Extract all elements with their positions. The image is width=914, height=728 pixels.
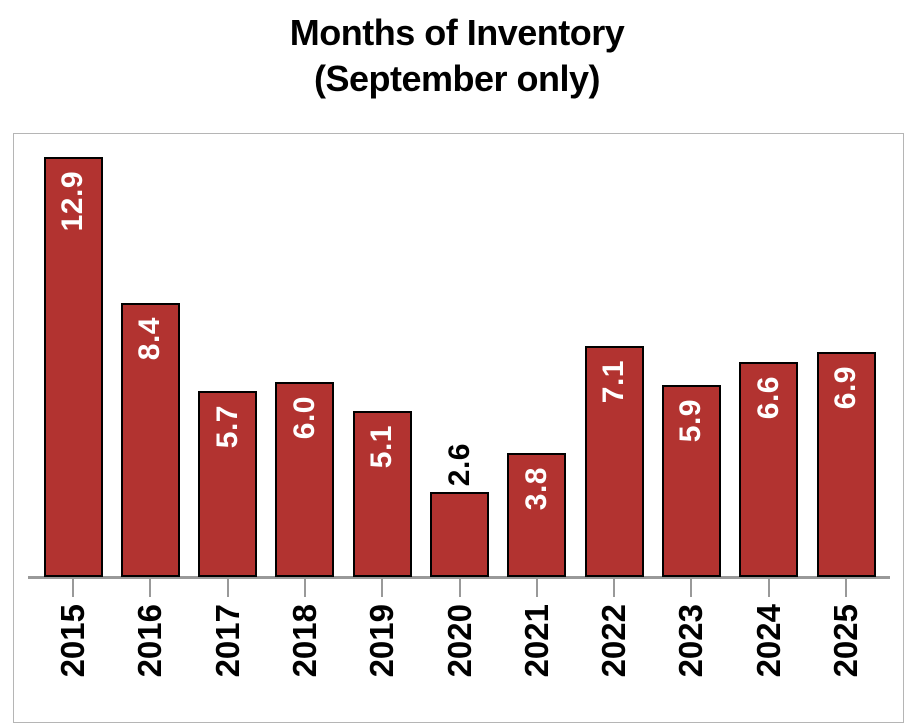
- bar-2019: 5.1: [352, 411, 412, 577]
- x-axis-label-2021: 2021: [517, 604, 555, 678]
- x-axis-label-2024: 2024: [749, 604, 787, 678]
- x-axis-label-2020: 2020: [440, 604, 478, 678]
- bar-value-label-2015: 12.9: [56, 171, 89, 232]
- bar-2018: 6.0: [275, 382, 335, 577]
- bar-value-label-2020: 2.6: [442, 442, 476, 486]
- bar-2016: 8.4: [120, 303, 180, 577]
- bar-2025: 6.9: [816, 352, 876, 577]
- x-axis-label-2015: 2015: [54, 604, 91, 678]
- bar-2022: 7.1: [584, 346, 644, 577]
- bar-2023: 5.9: [661, 385, 721, 577]
- x-tick-2025: [845, 577, 847, 597]
- x-axis-label-2023: 2023: [672, 604, 710, 678]
- plot-area: 12.9 2015 8.4 2016 5.7 2017 6.0 2018 5.1 2019 2.6 2…: [13, 133, 904, 723]
- x-tick-2021: [535, 577, 538, 597]
- bar-value-label-2025: 6.9: [829, 366, 862, 410]
- x-tick-2018: [303, 577, 306, 597]
- x-axis-label-2018: 2018: [285, 604, 323, 678]
- chart-title-line1: Months of Inventory: [289, 12, 625, 53]
- x-axis-label-2022: 2022: [595, 604, 633, 678]
- bar-value-label-2023: 5.9: [674, 399, 708, 443]
- bar-value-label-2024: 6.6: [751, 376, 785, 420]
- x-tick-2016: [149, 577, 152, 597]
- bar-2015: 12.9: [43, 157, 103, 577]
- bar-2020: [430, 492, 489, 577]
- x-tick-2019: [381, 577, 384, 597]
- bar-value-label-2021: 3.8: [519, 467, 553, 511]
- x-tick-2022: [613, 577, 616, 597]
- x-tick-2020: [458, 577, 461, 597]
- bar-value-label-2022: 7.1: [597, 360, 631, 404]
- bar-value-label-2018: 6.0: [287, 396, 321, 440]
- x-axis-label-2016: 2016: [131, 604, 169, 678]
- bar-value-label-2019: 5.1: [365, 425, 399, 469]
- x-axis-label-2017: 2017: [208, 604, 246, 678]
- x-axis-label-2019: 2019: [363, 604, 401, 678]
- bar-value-label-2017: 5.7: [210, 405, 244, 449]
- x-tick-2017: [226, 577, 229, 597]
- bar-2024: 6.6: [739, 362, 799, 577]
- bar-2017: 5.7: [198, 391, 258, 577]
- x-tick-2024: [767, 577, 770, 597]
- bar-value-label-2016: 8.4: [133, 317, 167, 361]
- chart-title: Months of Inventory (September only): [0, 10, 914, 102]
- bar-2021: 3.8: [507, 453, 567, 577]
- x-tick-2015: [72, 577, 74, 597]
- x-axis-label-2025: 2025: [827, 604, 864, 678]
- x-tick-2023: [690, 577, 693, 597]
- chart-title-line2: (September only): [313, 58, 601, 99]
